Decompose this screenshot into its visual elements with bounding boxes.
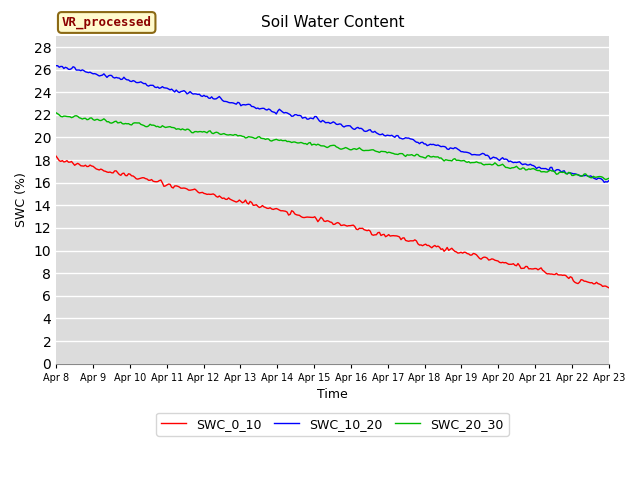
SWC_20_30: [120, 121, 128, 127]
Line: SWC_0_10: SWC_0_10: [56, 156, 609, 288]
SWC_0_10: [244, 201, 252, 207]
SWC_20_30: [605, 175, 612, 181]
SWC_10_20: [217, 96, 225, 101]
Y-axis label: SWC (%): SWC (%): [15, 172, 28, 227]
SWC_0_10: [574, 281, 582, 287]
SWC_10_20: [236, 100, 243, 106]
SWC_20_30: [244, 134, 252, 140]
Line: SWC_10_20: SWC_10_20: [56, 66, 609, 182]
SWC_20_30: [217, 132, 225, 137]
SWC_0_10: [294, 212, 301, 218]
SWC_0_10: [217, 194, 225, 200]
SWC_0_10: [120, 170, 128, 176]
SWC_0_10: [236, 197, 243, 203]
SWC_20_30: [602, 177, 609, 182]
SWC_10_20: [600, 180, 608, 185]
Title: Soil Water Content: Soil Water Content: [260, 15, 404, 30]
SWC_20_30: [294, 140, 301, 146]
Line: SWC_20_30: SWC_20_30: [56, 113, 609, 180]
SWC_0_10: [52, 153, 60, 159]
SWC_10_20: [294, 113, 301, 119]
SWC_10_20: [244, 101, 252, 107]
Text: VR_processed: VR_processed: [61, 16, 152, 29]
SWC_10_20: [120, 74, 128, 80]
SWC_20_30: [236, 132, 243, 138]
SWC_20_30: [52, 110, 60, 116]
SWC_10_20: [605, 178, 612, 184]
SWC_10_20: [574, 172, 582, 178]
SWC_10_20: [52, 63, 60, 69]
SWC_0_10: [605, 285, 612, 290]
SWC_20_30: [574, 172, 582, 178]
X-axis label: Time: Time: [317, 388, 348, 401]
Legend: SWC_0_10, SWC_10_20, SWC_20_30: SWC_0_10, SWC_10_20, SWC_20_30: [156, 413, 509, 435]
